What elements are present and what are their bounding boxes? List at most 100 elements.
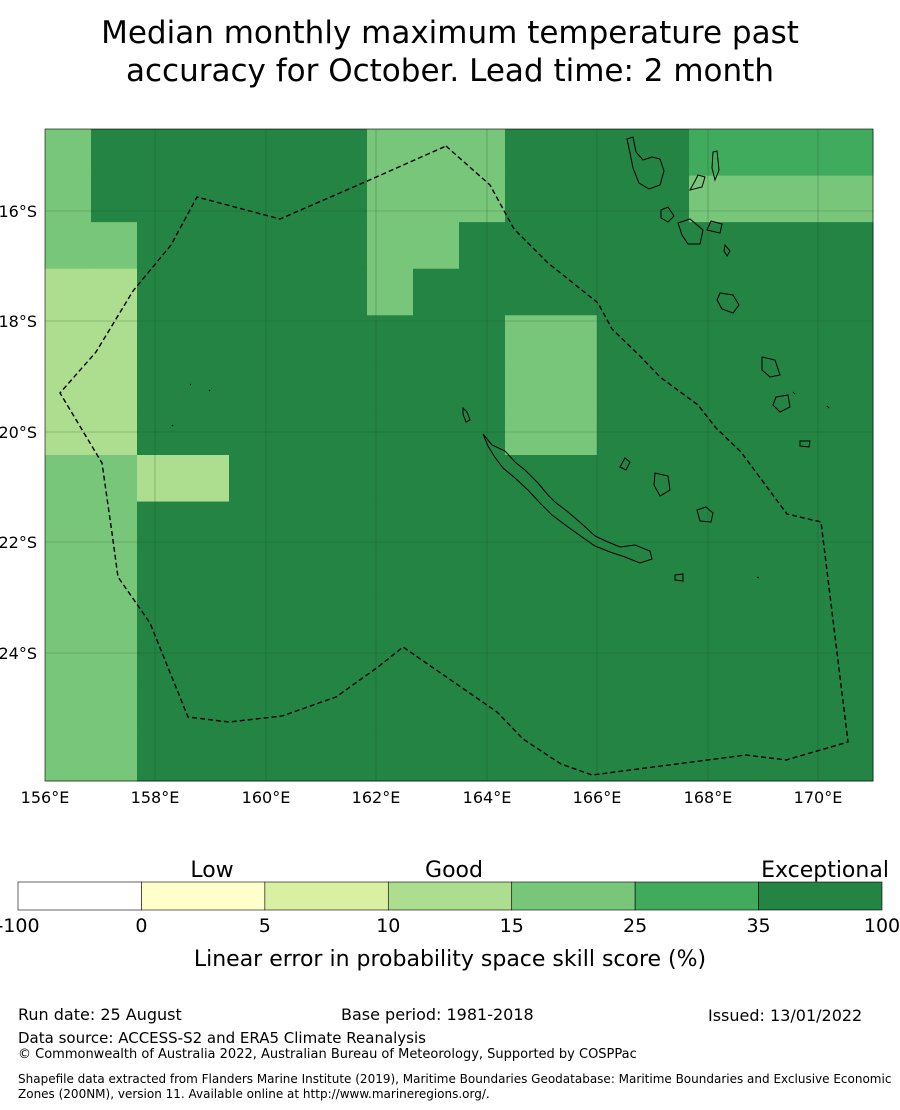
grid-cell bbox=[321, 594, 368, 642]
grid-cell bbox=[367, 501, 414, 549]
colorbar-tick: 5 bbox=[259, 915, 271, 937]
grid-cell bbox=[321, 315, 368, 363]
grid-cell bbox=[827, 501, 874, 549]
grid-cell bbox=[505, 501, 552, 549]
grid-cell bbox=[229, 361, 276, 409]
grid-cell bbox=[459, 222, 506, 270]
grid-cell bbox=[183, 455, 230, 503]
grid-cell bbox=[643, 361, 690, 409]
grid-cell bbox=[643, 734, 690, 782]
grid-cell bbox=[505, 548, 552, 596]
grid-cell bbox=[45, 687, 92, 735]
grid-cell bbox=[551, 455, 598, 503]
grid-cell bbox=[413, 408, 460, 456]
map-frame bbox=[44, 128, 874, 782]
grid-cell bbox=[827, 734, 874, 782]
grid-cell bbox=[827, 408, 874, 456]
grid-cell bbox=[45, 268, 92, 316]
grid-cell bbox=[643, 408, 690, 456]
grid-cell bbox=[643, 641, 690, 689]
grid-cell bbox=[367, 594, 414, 642]
grid-cell bbox=[367, 222, 414, 270]
grid-cell bbox=[45, 594, 92, 642]
grid-cell bbox=[413, 687, 460, 735]
grid-cell bbox=[413, 222, 460, 270]
grid-cell bbox=[781, 315, 828, 363]
grid-cell bbox=[597, 175, 644, 223]
grid-cell bbox=[229, 129, 276, 177]
grid-cell bbox=[643, 222, 690, 270]
grid-cell bbox=[275, 175, 322, 223]
grid-cell bbox=[183, 315, 230, 363]
grid-cell bbox=[735, 408, 782, 456]
grid-cell bbox=[183, 501, 230, 549]
grid-cell bbox=[275, 315, 322, 363]
longitude-label: 156°E bbox=[21, 788, 70, 807]
grid-cell bbox=[643, 315, 690, 363]
grid-cell bbox=[551, 641, 598, 689]
grid-cell bbox=[229, 594, 276, 642]
grid-cell bbox=[229, 687, 276, 735]
grid-cell bbox=[643, 548, 690, 596]
grid-cell bbox=[781, 268, 828, 316]
shapefile-credit-1: Shapefile data extracted from Flanders M… bbox=[18, 1072, 892, 1086]
longitude-label: 166°E bbox=[573, 788, 622, 807]
grid-cell bbox=[505, 315, 552, 363]
grid-cell bbox=[367, 129, 414, 177]
grid-cell bbox=[275, 455, 322, 503]
grid-cell bbox=[827, 455, 874, 503]
grid-cell bbox=[183, 408, 230, 456]
grid-cell bbox=[597, 222, 644, 270]
grid-cell bbox=[689, 315, 736, 363]
grid-cell bbox=[321, 455, 368, 503]
grid-cell bbox=[321, 734, 368, 782]
title-line-2: accuracy for October. Lead time: 2 month bbox=[126, 53, 774, 89]
longitude-label: 170°E bbox=[794, 788, 843, 807]
grid-cell bbox=[367, 455, 414, 503]
grid-cell bbox=[137, 315, 184, 363]
run-date: Run date: 25 August bbox=[18, 1005, 182, 1024]
grid-cell bbox=[45, 222, 92, 270]
grid-cell bbox=[551, 268, 598, 316]
land-outlines bbox=[171, 136, 830, 582]
grid-cell bbox=[45, 455, 92, 503]
grid-cell bbox=[689, 734, 736, 782]
latitude-label: 20°S bbox=[0, 423, 37, 442]
grid-cell bbox=[459, 455, 506, 503]
colorbar-category: Low bbox=[190, 858, 233, 883]
grid-cell bbox=[597, 268, 644, 316]
latitude-label: 22°S bbox=[0, 533, 37, 552]
grid-cell bbox=[275, 734, 322, 782]
grid-cell bbox=[597, 734, 644, 782]
grid-cell bbox=[229, 734, 276, 782]
grid-cell bbox=[413, 548, 460, 596]
grid-cell bbox=[551, 408, 598, 456]
grid-cell bbox=[551, 594, 598, 642]
grid-cell bbox=[827, 268, 874, 316]
grid-cell bbox=[643, 129, 690, 177]
grid-cell bbox=[91, 175, 138, 223]
graticule bbox=[45, 129, 873, 781]
grid-cell bbox=[367, 268, 414, 316]
grid-cell bbox=[597, 129, 644, 177]
grid-cell bbox=[597, 594, 644, 642]
grid-cell bbox=[551, 548, 598, 596]
grid-cell bbox=[137, 594, 184, 642]
grid-cell bbox=[367, 315, 414, 363]
colorbar-tick: 15 bbox=[500, 915, 524, 937]
grid-cell bbox=[137, 129, 184, 177]
grid-cell bbox=[413, 594, 460, 642]
grid-cell bbox=[45, 501, 92, 549]
grid-cell bbox=[413, 129, 460, 177]
colorbar-category: Exceptional bbox=[761, 858, 889, 883]
grid-cell bbox=[827, 315, 874, 363]
grid-cell bbox=[183, 548, 230, 596]
grid-cell bbox=[45, 361, 92, 409]
grid-cell bbox=[459, 501, 506, 549]
grid-cell bbox=[275, 268, 322, 316]
grid-cell bbox=[643, 501, 690, 549]
grid-cell bbox=[321, 408, 368, 456]
grid-cell bbox=[459, 641, 506, 689]
grid-cell bbox=[781, 129, 828, 177]
skill-grid bbox=[45, 129, 874, 782]
